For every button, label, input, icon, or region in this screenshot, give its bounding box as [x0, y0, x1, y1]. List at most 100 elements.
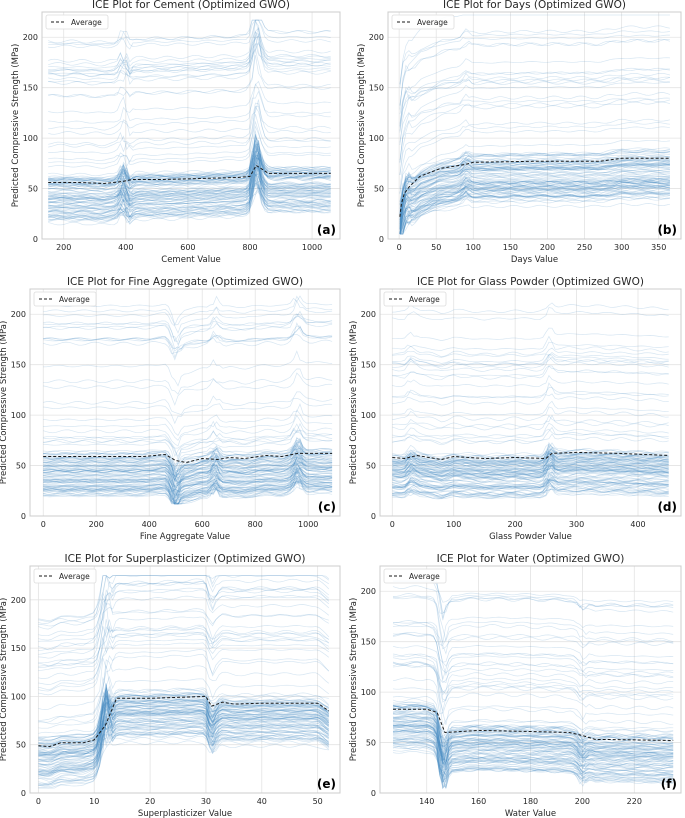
y-tick-label: 100 [11, 692, 26, 701]
ice-line [392, 387, 669, 399]
ice-line [392, 711, 674, 749]
ice-line [393, 730, 674, 780]
ice-line [38, 706, 330, 776]
ice-line [43, 449, 333, 479]
ice-line [392, 726, 674, 769]
ice-line [392, 456, 669, 474]
ice-line [38, 721, 330, 785]
ice-line [38, 691, 329, 741]
ice-line [392, 706, 674, 748]
x-tick-label: 100 [446, 520, 461, 529]
y-axis-label: Predicted Compressive Strength (MPa) [0, 321, 9, 485]
ice-line [43, 477, 333, 505]
ice-line [392, 452, 669, 463]
ice-line [399, 188, 671, 235]
ice-line [392, 477, 669, 489]
ice-line [392, 740, 674, 782]
ice-line [392, 733, 674, 773]
ice-line [399, 157, 670, 235]
ice-line [43, 467, 333, 502]
ice-line [48, 174, 331, 221]
ice-line [43, 463, 333, 489]
ice-line [43, 368, 333, 395]
ice-line [392, 712, 674, 745]
x-tick-label: 800 [242, 243, 257, 252]
ice-line [38, 688, 329, 749]
ice-line [48, 105, 331, 155]
ice-line [399, 118, 670, 176]
ice-line [48, 133, 331, 179]
chart-panel: 140 160 180 200 220 0 50 100 150 200 ICE Plot for … [349, 553, 682, 818]
ice-line [43, 295, 333, 326]
ice-line [43, 372, 333, 406]
ice-line [48, 166, 331, 218]
ice-line [392, 443, 669, 456]
ice-line [392, 705, 674, 745]
ice-line [48, 158, 331, 204]
ice-line [48, 156, 331, 202]
ice-line [38, 602, 329, 664]
ice-line [392, 653, 674, 684]
ice-line [399, 184, 670, 221]
ice-line [48, 188, 331, 223]
ice-line [392, 745, 674, 776]
ice-line [43, 326, 333, 350]
x-tick-label: 50 [313, 797, 323, 806]
ice-line [392, 733, 674, 779]
chart-panel: 0 50 100 150 200 250 300 350 0 50 100 150 200 ICE Plo… [357, 0, 682, 265]
ice-line [399, 189, 670, 235]
ice-line [43, 470, 333, 504]
ice-line [48, 151, 331, 201]
ice-line [392, 738, 674, 789]
ice-line [43, 391, 333, 416]
ice-line [392, 696, 674, 737]
ice-line [392, 459, 669, 477]
ice-line [392, 452, 669, 466]
x-tick-label: 400 [630, 520, 645, 529]
legend: Average [383, 291, 447, 307]
ice-line [43, 447, 333, 475]
ice-line [392, 355, 669, 372]
x-tick-label: 150 [503, 243, 518, 252]
ice-line [392, 469, 669, 483]
ice-line [392, 715, 674, 756]
ice-line [48, 184, 331, 208]
legend-box [45, 14, 109, 30]
ice-line [43, 464, 333, 496]
ice-lines [38, 574, 330, 789]
ice-line [48, 172, 331, 208]
ice-line [392, 716, 674, 759]
ice-line [38, 724, 329, 766]
ice-line [43, 445, 333, 469]
ice-line [399, 162, 670, 209]
average-line [393, 708, 674, 741]
ice-line [43, 431, 333, 467]
legend-average-label: Average [71, 18, 102, 27]
ice-line [38, 692, 330, 754]
ice-line [392, 471, 669, 489]
ice-line [392, 464, 669, 476]
ice-line [48, 165, 331, 206]
ice-line [399, 159, 670, 212]
y-tick-label: 0 [33, 235, 38, 244]
ice-line [48, 170, 331, 221]
ice-line [48, 154, 331, 199]
panel-label: (f) [661, 777, 677, 791]
ice-line [38, 575, 330, 621]
panel-label: (e) [317, 777, 336, 791]
ice-line [43, 313, 333, 343]
ice-line [399, 153, 670, 217]
ice-line [392, 633, 674, 667]
ice-line [392, 722, 674, 770]
ice-line [392, 335, 669, 351]
ice-line [392, 720, 674, 765]
ice-line [392, 365, 669, 377]
ice-line [392, 449, 669, 465]
x-tick-label: 200 [508, 520, 523, 529]
ice-line [43, 478, 333, 502]
ice-line [48, 180, 331, 219]
ice-line [392, 750, 674, 790]
ice-line [48, 19, 331, 46]
legend: Average [383, 568, 447, 584]
ice-line [392, 704, 674, 737]
